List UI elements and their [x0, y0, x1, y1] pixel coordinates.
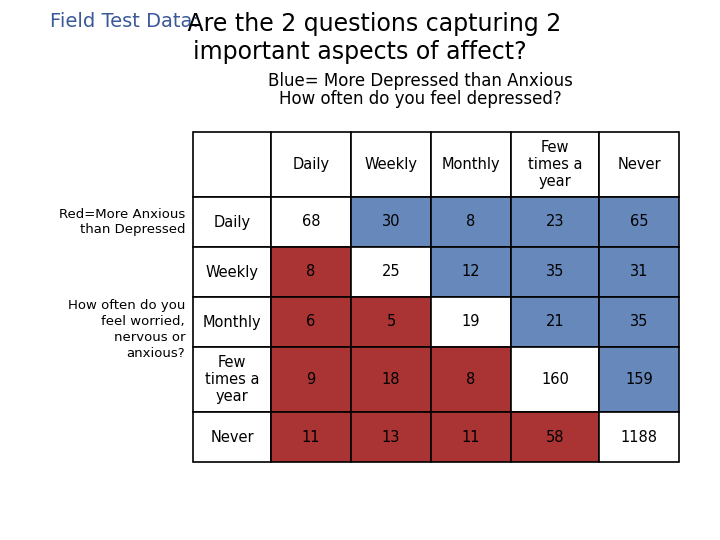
Text: Blue= More Depressed than Anxious: Blue= More Depressed than Anxious [268, 72, 572, 90]
Text: 1188: 1188 [621, 429, 657, 444]
Text: 19: 19 [462, 314, 480, 329]
Bar [511, 247, 599, 297]
Bar [431, 197, 511, 247]
Bar [511, 297, 599, 347]
Bar [599, 347, 679, 412]
Text: anxious?: anxious? [127, 347, 185, 360]
Bar [351, 132, 431, 197]
Bar [431, 247, 511, 297]
Text: Are the 2 questions capturing 2: Are the 2 questions capturing 2 [180, 12, 562, 36]
Bar [599, 247, 679, 297]
Bar [271, 347, 351, 412]
Text: Monthly: Monthly [203, 314, 261, 329]
Text: 31: 31 [630, 265, 648, 280]
Text: 160: 160 [541, 372, 569, 387]
Text: than Depressed: than Depressed [79, 224, 185, 237]
Text: 159: 159 [625, 372, 653, 387]
Text: 25: 25 [382, 265, 400, 280]
Text: 5: 5 [387, 314, 395, 329]
Text: How often do you feel depressed?: How often do you feel depressed? [279, 90, 562, 108]
Text: Daily: Daily [292, 157, 330, 172]
Text: 11: 11 [462, 429, 480, 444]
Text: 11: 11 [302, 429, 320, 444]
Bar [599, 412, 679, 462]
Bar [351, 197, 431, 247]
Text: Field Test Data:: Field Test Data: [50, 12, 199, 31]
Text: Never: Never [210, 429, 254, 444]
Bar [351, 347, 431, 412]
Bar [431, 347, 511, 412]
Text: Monthly: Monthly [441, 157, 500, 172]
Text: Red=More Anxious: Red=More Anxious [59, 207, 185, 220]
Text: 8: 8 [467, 372, 476, 387]
Text: Few
times a
year: Few times a year [528, 140, 582, 190]
Bar [271, 247, 351, 297]
Bar [193, 132, 271, 197]
Bar [511, 347, 599, 412]
Text: Weekly: Weekly [364, 157, 418, 172]
Bar [431, 297, 511, 347]
Bar [511, 412, 599, 462]
Text: 65: 65 [630, 214, 648, 230]
Text: 12: 12 [462, 265, 480, 280]
Text: Never: Never [617, 157, 661, 172]
Text: 21: 21 [546, 314, 564, 329]
Bar [599, 297, 679, 347]
Text: Few
times a
year: Few times a year [204, 355, 259, 404]
Text: How often do you: How often do you [68, 299, 185, 312]
Bar [193, 247, 271, 297]
Bar [271, 197, 351, 247]
Text: 6: 6 [307, 314, 315, 329]
Bar [193, 412, 271, 462]
Text: 9: 9 [307, 372, 315, 387]
Bar [193, 197, 271, 247]
Bar [431, 412, 511, 462]
Bar [271, 412, 351, 462]
Bar [193, 297, 271, 347]
Bar [431, 132, 511, 197]
Text: 8: 8 [467, 214, 476, 230]
Text: 8: 8 [307, 265, 315, 280]
Bar [599, 197, 679, 247]
Bar [599, 132, 679, 197]
Text: 35: 35 [546, 265, 564, 280]
Bar [511, 132, 599, 197]
Bar [511, 197, 599, 247]
Text: 18: 18 [382, 372, 400, 387]
Text: important aspects of affect?: important aspects of affect? [193, 40, 527, 64]
Text: 58: 58 [546, 429, 564, 444]
Text: 35: 35 [630, 314, 648, 329]
Bar [271, 132, 351, 197]
Text: 23: 23 [546, 214, 564, 230]
Text: nervous or: nervous or [114, 331, 185, 344]
Bar [351, 247, 431, 297]
Text: Weekly: Weekly [205, 265, 258, 280]
Text: feel worried,: feel worried, [102, 315, 185, 328]
Bar [271, 297, 351, 347]
Text: Daily: Daily [213, 214, 251, 230]
Text: 30: 30 [382, 214, 400, 230]
Bar [351, 297, 431, 347]
Text: 68: 68 [302, 214, 320, 230]
Bar [351, 412, 431, 462]
Bar [193, 347, 271, 412]
Text: 13: 13 [382, 429, 400, 444]
